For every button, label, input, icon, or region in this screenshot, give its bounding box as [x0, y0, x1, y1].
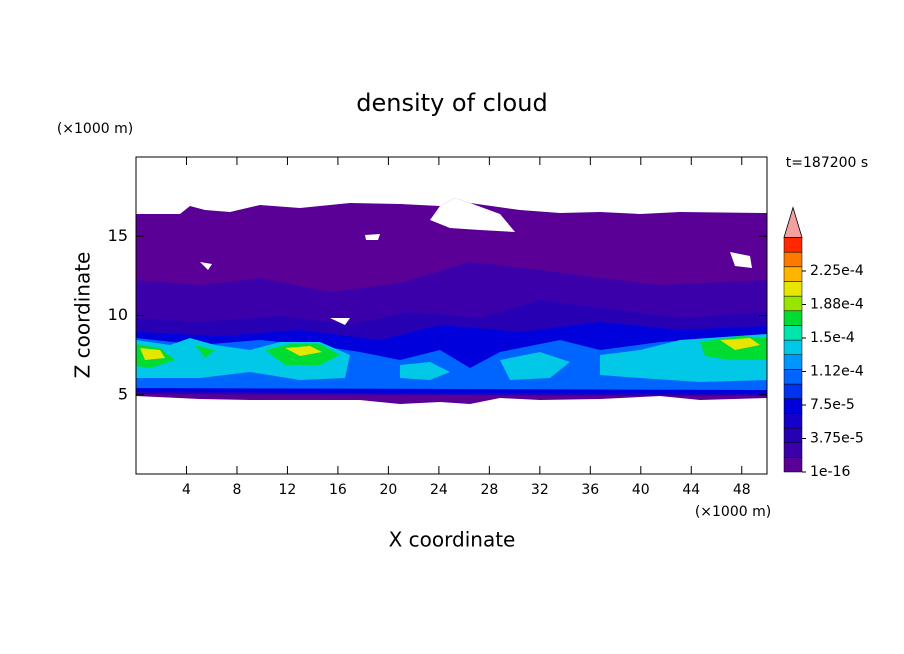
x-tick-label: 48: [733, 482, 751, 498]
y-axis-label: Z coordinate: [71, 252, 95, 379]
x-tick-label: 32: [531, 482, 549, 498]
axes: [135, 156, 768, 475]
contour-region: [400, 334, 767, 382]
x-tick-label: 44: [682, 482, 700, 498]
colorbar-bin: [783, 369, 803, 385]
x-unit: (×1000 m): [695, 504, 771, 520]
colorbar-bin: [783, 325, 803, 341]
colorbar-bin: [783, 310, 803, 326]
y-tick-label: 10: [108, 305, 128, 324]
contour-field: [136, 198, 767, 404]
colorbar-tick-label: 1e-16: [810, 464, 850, 480]
chart-title: density of cloud: [356, 89, 547, 117]
x-tick-label: 40: [632, 482, 650, 498]
colorbar-tick-label: 1.12e-4: [810, 364, 864, 380]
colorbar-bin: [783, 295, 803, 312]
x-axis-label: X coordinate: [389, 528, 516, 552]
colorbar-tick-label: 3.75e-5: [810, 431, 864, 447]
colorbar-bin: [783, 237, 803, 253]
x-tick-label: 28: [480, 482, 498, 498]
colorbar-tick-label: 1.5e-4: [810, 330, 855, 346]
colorbar-bin: [783, 427, 803, 443]
x-tick-label: 20: [379, 482, 397, 498]
colorbar-extend: [783, 206, 803, 238]
colorbar-bin: [783, 398, 803, 414]
colorbar-bin: [783, 281, 803, 297]
colorbar-tick-label: 7.5e-5: [810, 397, 855, 413]
colorbar-bin: [783, 442, 803, 458]
x-tick-label: 4: [182, 482, 191, 498]
x-tick-label: 12: [279, 482, 297, 498]
colorbar-bin: [783, 266, 803, 282]
colorbar-bin: [783, 413, 803, 429]
colorbar-tick-label: 2.25e-4: [810, 263, 864, 279]
time-annotation: t=187200 s: [786, 155, 868, 171]
y-tick-label: 15: [108, 226, 128, 245]
colorbar-bin: [783, 457, 803, 473]
colorbar-bin: [783, 383, 803, 399]
colorbar-tick-label: 1.88e-4: [810, 297, 864, 313]
y-unit: (×1000 m): [57, 121, 133, 137]
contour-region: [136, 336, 767, 368]
cloud-gap: [200, 198, 752, 325]
x-tick-label: 36: [581, 482, 599, 498]
colorbar-bin: [783, 339, 803, 355]
x-tick-label: 16: [329, 482, 347, 498]
x-tick-label: 24: [430, 482, 448, 498]
y-tick-label: 5: [118, 384, 128, 403]
colorbar-bin: [783, 354, 803, 370]
x-tick-label: 8: [232, 482, 241, 498]
colorbar-bin: [783, 251, 803, 268]
